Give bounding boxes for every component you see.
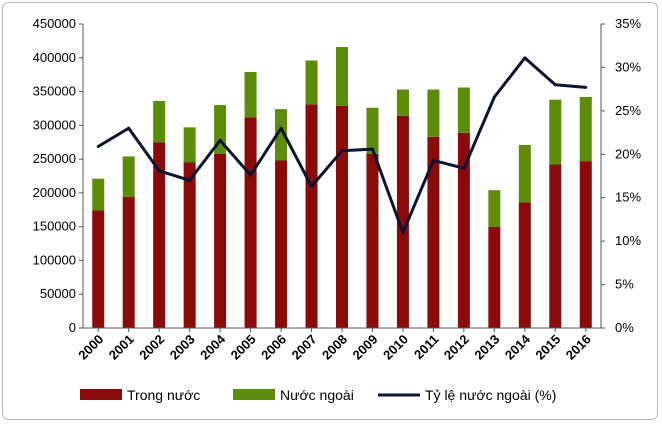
ratio-point: [584, 85, 588, 89]
ratio-point: [401, 230, 405, 234]
x-tick-label: 2016: [563, 332, 594, 363]
bar-trong-nuoc: [214, 153, 227, 328]
right-tick-label: 35%: [615, 16, 641, 31]
left-tick-label: 350000: [33, 84, 76, 99]
right-tick-label: 10%: [615, 233, 641, 248]
bar-nuoc-ngoai: [305, 60, 318, 105]
x-axis-ticks: 2000 2001 2002 2003 2004 2005 2006 2007 2008 2009…: [75, 328, 594, 363]
ratio-point: [523, 56, 527, 60]
legend-label-ty-le: Tỷ lệ nước ngoài (%): [425, 387, 556, 403]
bar-nuoc-ngoai: [92, 178, 105, 211]
bar-trong-nuoc: [183, 162, 196, 328]
bar-nuoc-ngoai: [336, 46, 348, 106]
bars: [92, 46, 592, 329]
left-tick-label: 0: [69, 320, 76, 335]
right-tick-label: 0%: [615, 320, 634, 335]
right-axis-ticks: 0% 5% 10% 15% 20% 25% 30% 35%: [601, 16, 641, 335]
ratio-line-layer: [96, 56, 588, 234]
ratio-point: [96, 144, 100, 148]
bar-trong-nuoc: [336, 105, 348, 329]
bar-nuoc-ngoai: [122, 156, 135, 197]
left-tick-label: 150000: [33, 219, 76, 234]
bar-trong-nuoc: [305, 104, 318, 328]
ratio-point: [157, 169, 161, 173]
x-tick-label: 2007: [289, 332, 320, 363]
right-tick-label: 30%: [615, 59, 641, 74]
ratio-point: [127, 126, 131, 130]
ratio-point: [462, 166, 466, 170]
x-tick-label: 2003: [167, 332, 198, 363]
left-tick-label: 450000: [33, 16, 76, 31]
bar-trong-nuoc: [518, 202, 531, 328]
bar-trong-nuoc: [457, 132, 470, 328]
ratio-point: [553, 83, 557, 87]
bar-trong-nuoc: [366, 153, 379, 328]
ratio-point: [249, 173, 253, 177]
bar-nuoc-ngoai: [457, 87, 470, 133]
bar-nuoc-ngoai: [579, 96, 592, 162]
bar-trong-nuoc: [488, 226, 501, 328]
legend-swatch-trong-nuoc: [80, 389, 122, 400]
bar-trong-nuoc: [122, 196, 135, 328]
x-tick-label: 2001: [106, 332, 137, 363]
ratio-point: [310, 184, 314, 188]
bar-trong-nuoc: [92, 210, 105, 328]
bar-trong-nuoc: [153, 142, 166, 328]
right-tick-label: 5%: [615, 277, 634, 292]
chart-frame: [2, 2, 658, 420]
legend: Trong nước Nước ngoài Tỷ lệ nước ngoài (…: [80, 387, 556, 403]
left-tick-label: 100000: [33, 252, 76, 267]
x-tick-label: 2002: [136, 332, 167, 363]
bar-trong-nuoc: [396, 115, 409, 329]
ratio-point: [340, 149, 344, 153]
ratio-point: [492, 95, 496, 99]
x-tick-label: 2004: [197, 331, 229, 363]
right-tick-label: 15%: [615, 190, 641, 205]
bar-nuoc-ngoai: [396, 89, 409, 116]
bar-nuoc-ngoai: [366, 107, 379, 154]
ratio-point: [279, 126, 283, 130]
legend-label-nuoc-ngoai: Nước ngoài: [280, 387, 354, 403]
ratio-point: [218, 138, 222, 142]
bar-trong-nuoc: [275, 160, 288, 328]
bar-nuoc-ngoai: [214, 105, 227, 154]
left-tick-label: 400000: [33, 50, 76, 65]
left-axis-ticks: 0 50000 100000 150000 200000 250000 300000 3500…: [33, 16, 83, 335]
bar-nuoc-ngoai: [549, 99, 562, 165]
legend-swatch-nuoc-ngoai: [233, 389, 275, 400]
x-tick-label: 2006: [258, 332, 289, 363]
left-tick-label: 300000: [33, 117, 76, 132]
bar-nuoc-ngoai: [244, 71, 257, 118]
bar-trong-nuoc: [549, 164, 562, 328]
right-tick-label: 25%: [615, 103, 641, 118]
legend-label-trong-nuoc: Trong nước: [127, 387, 200, 403]
x-tick-label: 2013: [471, 332, 502, 363]
right-tick-label: 20%: [615, 146, 641, 161]
left-tick-label: 250000: [33, 151, 76, 166]
x-tick-label: 2000: [75, 332, 106, 363]
bar-nuoc-ngoai: [183, 127, 196, 163]
bar-nuoc-ngoai: [275, 109, 288, 161]
ratio-point: [431, 158, 435, 162]
x-tick-label: 2015: [532, 332, 563, 363]
bar-nuoc-ngoai: [518, 144, 531, 203]
bar-nuoc-ngoai: [153, 101, 166, 143]
x-tick-label: 2008: [319, 332, 350, 363]
bar-nuoc-ngoai: [488, 190, 501, 227]
ratio-point: [370, 147, 374, 151]
bar-trong-nuoc: [427, 136, 440, 328]
x-tick-label: 2014: [502, 331, 534, 363]
x-tick-label: 2009: [350, 332, 381, 363]
x-tick-label: 2011: [411, 332, 442, 363]
x-tick-label: 2010: [380, 332, 411, 363]
left-tick-label: 200000: [33, 185, 76, 200]
x-tick-label: 2012: [441, 332, 472, 363]
bar-trong-nuoc: [244, 117, 257, 328]
ratio-point: [188, 178, 192, 182]
left-tick-label: 50000: [40, 286, 76, 301]
bar-trong-nuoc: [579, 161, 592, 328]
bar-nuoc-ngoai: [427, 89, 440, 137]
x-tick-label: 2005: [228, 332, 259, 363]
